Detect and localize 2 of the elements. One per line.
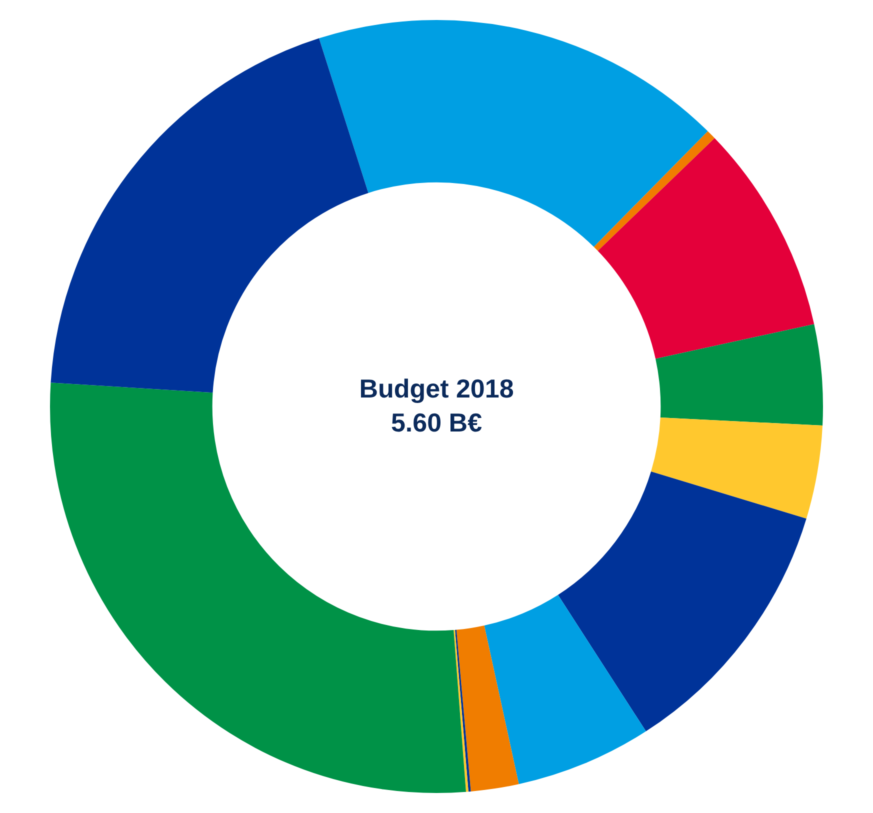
text: Budget 2018 bbox=[359, 374, 514, 404]
text: 5.60 B€ bbox=[390, 408, 482, 438]
